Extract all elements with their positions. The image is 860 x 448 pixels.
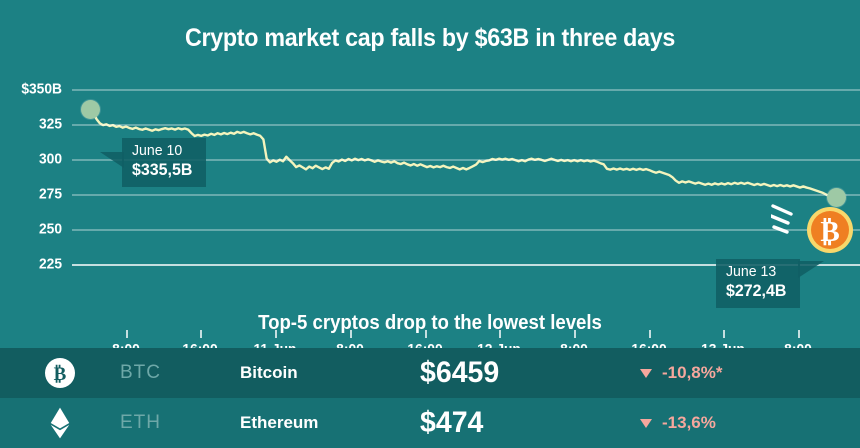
change-cell: -13,6%: [640, 413, 716, 433]
tooltip-value: $272,4B: [726, 281, 787, 301]
bitcoin-coin-icon: ₿: [807, 207, 853, 253]
bitcoin-glyph-icon: ₿: [54, 364, 67, 385]
gridline: [72, 229, 860, 231]
arrow-down-icon: [640, 368, 652, 378]
tooltip-tail: [798, 261, 825, 278]
change-percent: -10,8%*: [662, 363, 723, 382]
coin-icon-cell: ₿: [0, 358, 120, 388]
coin-price: $6459: [420, 356, 500, 389]
svg-text:₿: ₿: [820, 216, 839, 248]
table-row[interactable]: ₿ BTC Bitcoin $6459 -10,8%*: [0, 348, 860, 398]
ethereum-icon: [50, 407, 70, 439]
x-axis-tick-mark: [573, 330, 576, 338]
data-point-marker-end: [826, 188, 846, 208]
gridline: [72, 124, 860, 126]
x-axis-tick-mark: [798, 330, 800, 338]
x-axis-tick-mark: [723, 330, 726, 338]
svg-text:₿: ₿: [54, 364, 67, 385]
table-row[interactable]: ETH Ethereum $474 -13,6%: [0, 398, 860, 448]
x-axis-tick-mark: [499, 330, 502, 338]
gridline: [72, 159, 860, 161]
data-point-marker-start: [80, 99, 100, 119]
tooltip-date: June 10: [132, 142, 183, 159]
ticker-symbol: ETH: [120, 412, 161, 433]
gridline: [72, 264, 860, 266]
coin-name: Ethereum: [240, 413, 319, 432]
motion-lines-icon: [771, 204, 793, 234]
y-gridlines: $350B 325 300 275 250 225: [0, 66, 860, 300]
section-subtitle: Top-5 cryptos drop to the lowest levels: [258, 312, 602, 334]
tooltip-june-10: June 10 $335,5B: [100, 138, 207, 188]
x-axis-tick-mark: [648, 330, 651, 338]
page-title: Crypto market cap falls by $63B in three…: [184, 24, 676, 52]
tooltip-date: June 13: [726, 263, 777, 280]
tooltip-value: $335,5B: [132, 160, 193, 180]
coin-name: Bitcoin: [240, 363, 298, 382]
arrow-down-icon: [640, 418, 652, 428]
bitcoin-icon: ₿: [45, 358, 75, 388]
y-axis-tick-label: 275: [38, 185, 62, 203]
tooltip-june-13: June 13 $272,4B: [716, 259, 825, 309]
y-axis-tick-label: $350B: [21, 80, 63, 98]
y-axis-tick-label: 225: [38, 255, 62, 273]
x-axis-tick-mark: [275, 330, 278, 338]
ticker-symbol: BTC: [120, 362, 161, 383]
coin-price: $474: [420, 406, 484, 439]
x-axis-tick-mark: [200, 330, 203, 338]
line-chart-plot: [72, 66, 860, 300]
gridline: [72, 194, 860, 196]
change-percent: -13,6%: [662, 413, 716, 432]
market-cap-line-series: [72, 66, 860, 300]
coin-icon-cell: [0, 407, 120, 439]
x-axis-tick-mark: [424, 330, 427, 338]
gridline: [72, 89, 860, 91]
y-axis-tick-label: 325: [38, 115, 62, 133]
change-cell: -10,8%*: [640, 363, 722, 383]
x-axis-tick-mark: [349, 330, 352, 338]
x-axis-tick-mark: [125, 330, 128, 338]
tooltip-tail: [100, 152, 124, 168]
y-axis-tick-label: 250: [38, 220, 62, 238]
crypto-table: ₿ BTC Bitcoin $6459 -10,8%* ETH Ethereum: [0, 348, 860, 448]
y-axis-tick-label: 300: [38, 150, 62, 168]
